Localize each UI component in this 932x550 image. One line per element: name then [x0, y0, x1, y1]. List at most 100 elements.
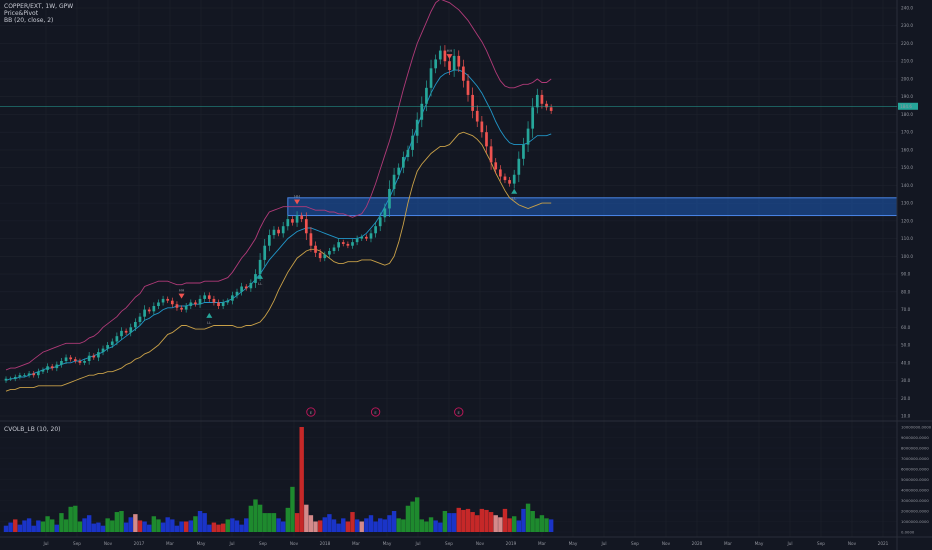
volume-bar: [82, 518, 87, 532]
time-tick-label: May: [197, 541, 206, 546]
volume-bar: [40, 521, 46, 532]
volume-bar: [281, 521, 286, 532]
time-tick-label: 2020: [692, 541, 703, 546]
volume-bar: [378, 518, 383, 532]
event-marker-label: E: [458, 410, 461, 415]
volume-bar: [22, 520, 27, 532]
volume-bar: [382, 519, 388, 532]
price-tick-label: 190.0: [901, 94, 913, 99]
candle-body: [300, 215, 304, 220]
candle-body: [304, 219, 308, 234]
candle-series: [4, 45, 553, 383]
candle-body: [157, 302, 160, 307]
price-tick-label: 130.0: [901, 201, 913, 206]
candle-body: [203, 295, 207, 299]
candle-body: [92, 355, 96, 358]
volume-bar: [151, 516, 157, 532]
candle-body: [397, 167, 401, 175]
time-tick-label: May: [569, 541, 578, 546]
volume-bar: [285, 507, 291, 532]
volume-bar: [59, 513, 64, 532]
volume-bar: [419, 519, 424, 532]
candle-body: [365, 236, 368, 239]
candle-body: [272, 229, 276, 236]
time-tick-label: Jul: [42, 541, 48, 546]
volume-bar: [475, 515, 480, 532]
candle-body: [212, 298, 216, 303]
volume-bars: [3, 427, 554, 532]
volume-bar: [142, 521, 147, 532]
volume-bar: [170, 519, 175, 532]
volume-bar: [147, 524, 152, 532]
volume-bar: [3, 525, 9, 532]
volume-tick-label: 6000000.0000: [901, 466, 929, 471]
volume-bar: [341, 518, 346, 532]
volume-bar: [290, 486, 295, 532]
volume-bar: [73, 505, 78, 532]
volume-bar: [447, 513, 452, 532]
volume-bar: [396, 518, 401, 532]
candle-body: [46, 366, 49, 370]
candle-body: [480, 121, 484, 133]
candle-body: [221, 302, 225, 307]
candle-body: [508, 180, 511, 184]
volume-bar: [313, 521, 318, 532]
price-tick-label: 20.0: [901, 396, 911, 401]
pivot-low-label: LL: [512, 196, 517, 201]
candle-body: [535, 94, 539, 108]
volume-bar: [45, 516, 50, 532]
volume-bar: [211, 522, 217, 532]
volume-bar: [294, 513, 300, 532]
candle-body: [152, 306, 156, 312]
volume-tick-label: 1000000.0000: [901, 519, 929, 524]
symbol-title: COPPER/EXT, 1W, GPW: [4, 3, 74, 10]
candle-body: [337, 242, 340, 248]
candle-body: [401, 157, 405, 168]
volume-bar: [220, 523, 226, 532]
candle-body: [489, 146, 493, 163]
candle-body: [235, 291, 239, 296]
candle-body: [485, 132, 488, 147]
indicator-bollinger: BB (20, close, 2): [4, 17, 54, 24]
candle-body: [323, 254, 327, 259]
volume-bar: [271, 513, 277, 532]
candle-body: [549, 107, 553, 111]
bb-upper-line: [5, 0, 552, 371]
volume-tick-label: 9000000.0000: [901, 435, 929, 440]
pivot-low-marker: [206, 312, 213, 318]
volume-bar: [137, 520, 143, 532]
volume-bar: [391, 511, 397, 532]
volume-bar: [133, 514, 138, 532]
candle-body: [9, 378, 12, 380]
candle-body: [540, 94, 544, 104]
volume-bar: [100, 525, 106, 532]
candle-body: [36, 371, 40, 376]
volume-bar: [63, 519, 69, 532]
volume-bar: [114, 512, 120, 532]
price-tick-label: 200.0: [901, 76, 913, 81]
time-tick-label: Sep: [259, 541, 267, 546]
candle-body: [309, 233, 313, 246]
time-tick-label: 2017: [134, 541, 145, 546]
candle-body: [291, 219, 294, 223]
event-marker-label: E: [310, 410, 313, 415]
candle-body: [277, 229, 280, 234]
volume-bar: [507, 518, 512, 532]
candle-body: [147, 309, 151, 312]
candle-body: [254, 274, 257, 283]
candle-body: [175, 304, 179, 308]
last-price-badge: [898, 102, 918, 110]
volume-bar: [299, 427, 304, 532]
volume-bar: [225, 519, 230, 532]
volume-tick-label: 10000000.0000: [901, 424, 932, 429]
candle-body: [217, 302, 220, 307]
time-tick-label: May: [755, 541, 764, 546]
last-price-label: 184.6: [900, 104, 912, 109]
volume-bar: [368, 515, 374, 532]
candle-body: [388, 188, 391, 209]
candle-body: [318, 252, 322, 259]
candle-body: [184, 306, 188, 310]
pivot-low-marker: [511, 188, 518, 194]
volume-bar: [438, 522, 443, 532]
